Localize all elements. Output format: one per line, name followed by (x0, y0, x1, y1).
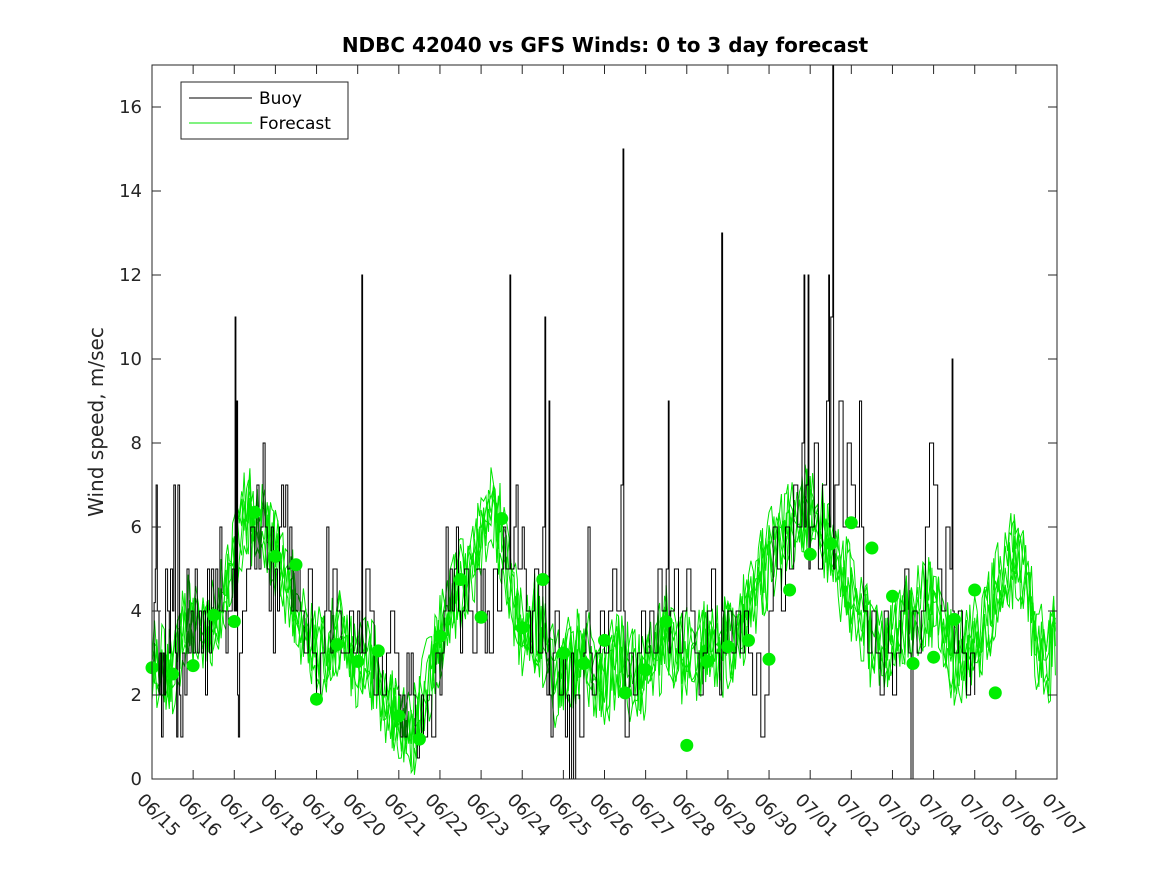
forecast-marker (433, 629, 447, 643)
forecast-marker (783, 583, 797, 597)
y-tick-label: 2 (131, 685, 142, 706)
y-tick-label: 12 (119, 265, 142, 286)
forecast-marker (618, 686, 632, 700)
forecast-marker (927, 650, 941, 664)
forecast-marker (371, 644, 385, 658)
forecast-marker (598, 633, 611, 647)
forecast-marker (947, 612, 961, 626)
forecast-marker (824, 537, 838, 551)
forecast-marker (351, 654, 365, 668)
forecast-marker (968, 583, 982, 597)
chart-title: NDBC 42040 vs GFS Winds: 0 to 3 day fore… (342, 33, 869, 57)
y-tick-label: 14 (119, 181, 142, 202)
forecast-marker (227, 615, 241, 628)
forecast-marker (556, 646, 570, 660)
y-tick-label: 8 (131, 433, 142, 454)
y-axis-label: Wind speed, m/sec (84, 327, 108, 517)
forecast-marker (906, 657, 920, 670)
y-tick-label: 6 (131, 517, 142, 538)
forecast-marker (268, 549, 282, 563)
y-tick-label: 4 (131, 601, 142, 622)
y-tick-label: 0 (131, 769, 142, 790)
forecast-marker (454, 573, 467, 586)
forecast-marker (659, 615, 673, 628)
forecast-marker (844, 516, 858, 530)
forecast-marker (515, 621, 529, 635)
forecast-marker (742, 633, 755, 647)
forecast-marker (988, 686, 1002, 700)
legend: Buoy Forecast (180, 81, 349, 140)
forecast-marker (310, 692, 323, 706)
forecast-markers (145, 505, 1002, 752)
forecast-marker (886, 589, 899, 603)
legend-forecast-label: Forecast (259, 114, 331, 134)
forecast-marker (330, 638, 344, 652)
legend-buoy-label: Buoy (259, 89, 302, 109)
y-tick-label: 10 (119, 349, 142, 370)
forecast-marker (762, 652, 776, 666)
forecast-marker (392, 709, 406, 723)
forecast-marker (474, 610, 488, 624)
forecast-marker (289, 558, 303, 572)
y-axis: 0 2 4 6 8 10 12 14 16 (119, 97, 1057, 790)
forecast-marker (166, 667, 180, 681)
forecast-marker (700, 654, 714, 668)
forecast-marker (412, 732, 426, 746)
buoy-line (152, 64, 976, 780)
forecast-marker (680, 738, 694, 752)
forecast-marker (577, 657, 591, 670)
forecast-marker (803, 547, 817, 561)
forecast-marker (186, 659, 200, 673)
forecast-marker (207, 608, 221, 622)
buoy-series-line (152, 64, 976, 780)
forecast-marker (495, 512, 509, 526)
forecast-marker (639, 663, 653, 677)
forecast-marker (536, 573, 550, 586)
forecast-marker (248, 505, 262, 519)
forecast-marker (865, 541, 879, 555)
legend-box (180, 81, 349, 140)
forecast-marker (721, 640, 735, 654)
forecast-member-line (151, 467, 1056, 750)
y-tick-label: 16 (119, 97, 142, 118)
